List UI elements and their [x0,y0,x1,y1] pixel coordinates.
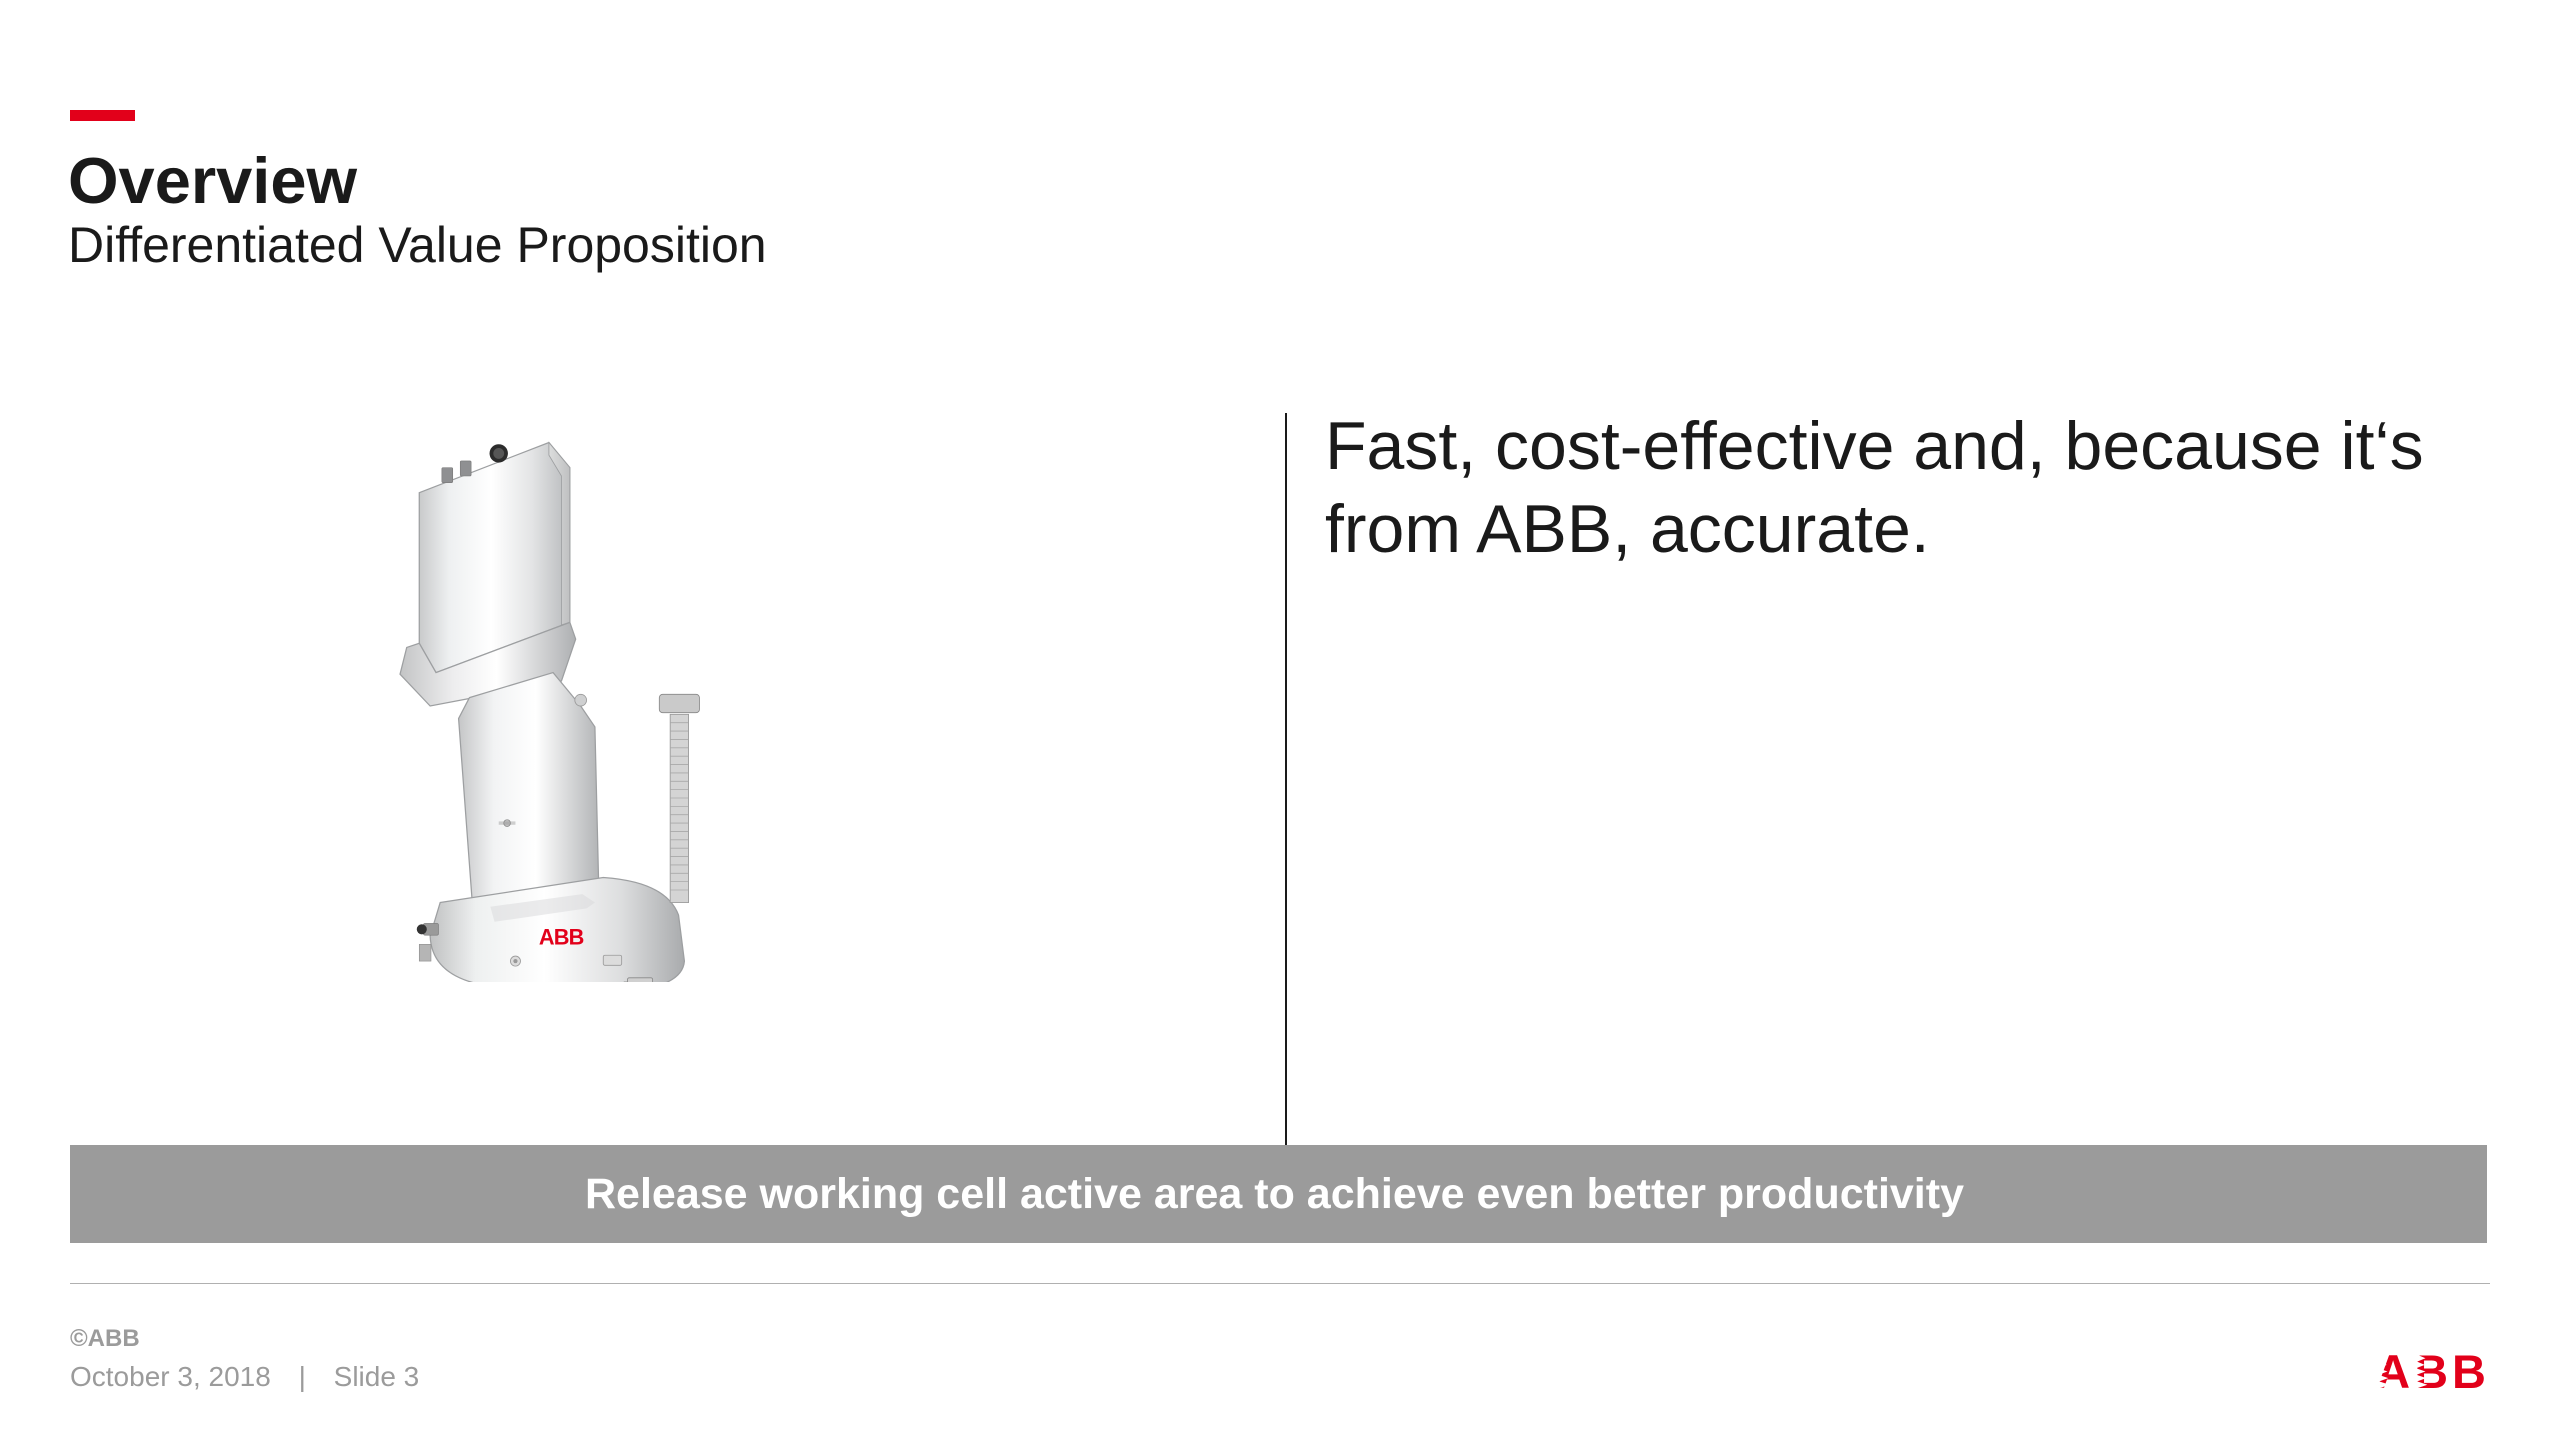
svg-text:ABB: ABB [539,924,584,949]
